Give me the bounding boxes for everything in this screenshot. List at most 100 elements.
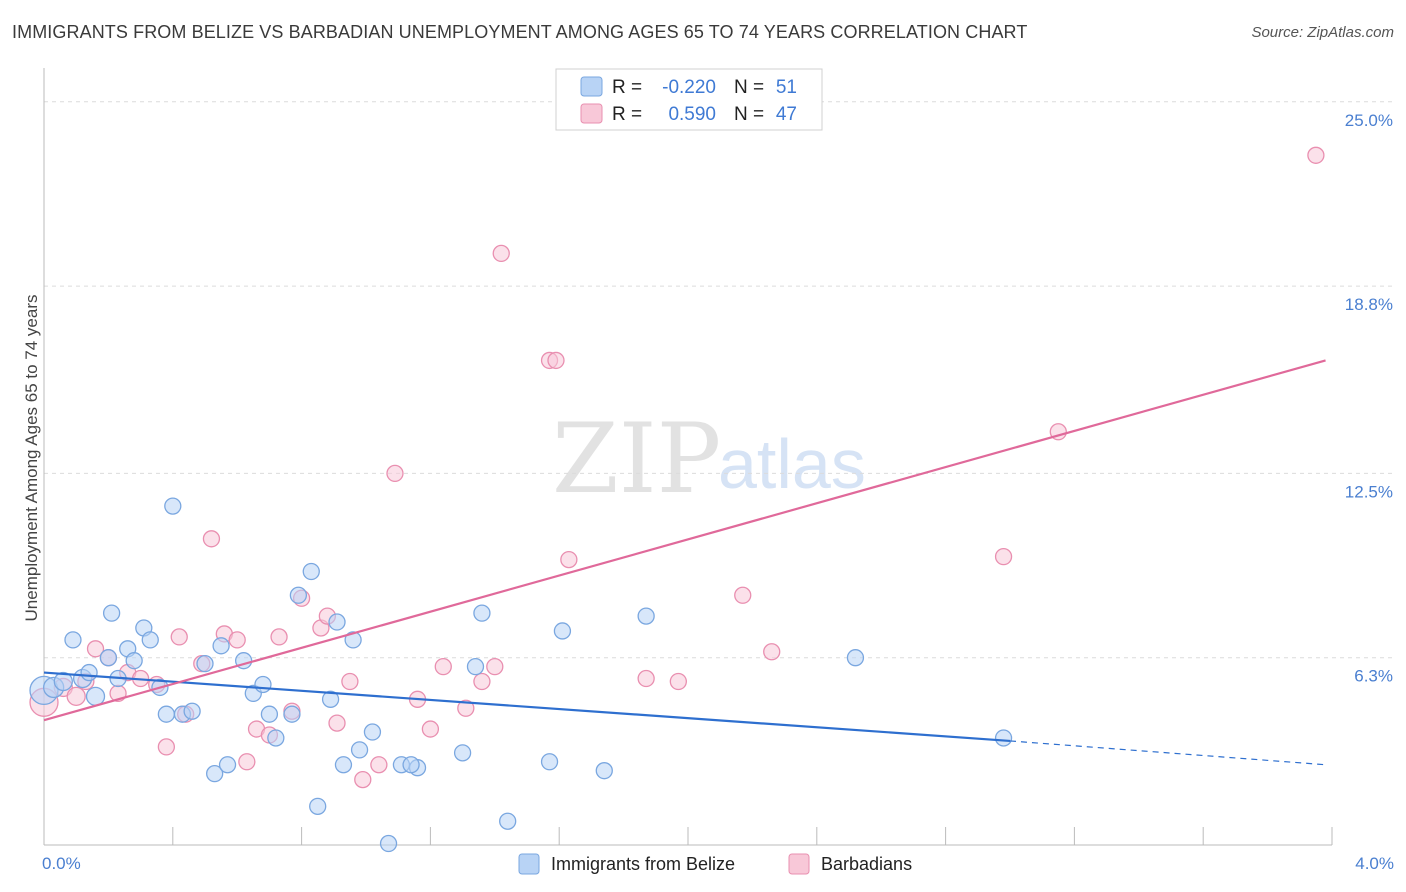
barbadians-point-14 — [202, 530, 221, 548]
belize-point-20 — [206, 765, 224, 783]
barbadians-point-40 — [637, 669, 655, 688]
y-tick-label-0: 6.3% — [1354, 667, 1393, 686]
belize-point-35 — [344, 631, 362, 649]
belize-point-26 — [260, 705, 279, 723]
belize-point-13 — [141, 631, 159, 649]
belize-point-22 — [218, 756, 237, 774]
bottom-legend-belize: Immigrants from Belize — [551, 854, 735, 874]
barbadians-point-2 — [66, 686, 86, 707]
barbadians-point-25 — [328, 714, 346, 732]
barbadians-point-31 — [421, 720, 440, 738]
barbadians-point-42 — [734, 586, 752, 604]
barbadians-trend-line — [43, 359, 1326, 722]
belize-point-8 — [102, 604, 121, 622]
barbadians-point-34 — [473, 672, 491, 691]
barbadians-point-11 — [170, 628, 188, 646]
belize-point-37 — [363, 723, 382, 741]
barbadians-point-20 — [270, 628, 288, 646]
barbadians-point-41 — [669, 672, 687, 691]
legend-box: R = -0.220 N = 51 R = 0.590 N = 47 — [555, 68, 823, 131]
belize-point-16 — [164, 497, 182, 515]
bottom-legend: Immigrants from Belize Barbadians — [518, 853, 912, 875]
belize-point-43 — [466, 657, 485, 676]
chart-title: IMMIGRANTS FROM BELIZE VS BARBADIAN UNEM… — [12, 22, 1028, 42]
legend-r-label-1: R = — [612, 77, 642, 98]
belize-point-42 — [453, 744, 472, 762]
belize-point-21 — [212, 637, 230, 655]
belize-point-5 — [80, 663, 98, 682]
legend-swatch-pink — [580, 103, 603, 124]
belize-point-38 — [379, 834, 398, 853]
grid-lines — [44, 101, 1392, 659]
legend-n-value-2: 47 — [776, 104, 797, 125]
belize-point-18 — [183, 702, 201, 720]
legend-r-value-1: -0.220 — [662, 77, 716, 98]
barbadians-point-16 — [228, 631, 246, 649]
y-axis-label: Unemployment Among Ages 65 to 74 years — [22, 295, 41, 622]
x-tick-label-max: 4.0% — [1355, 854, 1394, 873]
barbadians-point-28 — [370, 756, 388, 774]
barbadians-point-10 — [157, 738, 176, 756]
belize-point-2 — [53, 671, 73, 692]
belize-point-31 — [309, 797, 327, 816]
legend-n-label-2: N = — [734, 104, 764, 125]
belize-point-36 — [350, 741, 369, 759]
bottom-legend-swatch-blue — [518, 853, 540, 875]
barbadians-point-33 — [457, 699, 475, 717]
belize-trend-extension — [1009, 740, 1326, 766]
y-tick-label-3: 25.0% — [1345, 111, 1393, 130]
barbadians-point-27 — [354, 770, 372, 789]
belize-point-46 — [540, 753, 559, 771]
y-tick-label-1: 12.5% — [1345, 482, 1393, 501]
belize-points — [29, 497, 1013, 853]
legend-n-value-1: 51 — [776, 77, 797, 98]
belize-point-51 — [994, 729, 1013, 747]
belize-point-6 — [85, 686, 106, 707]
belize-point-50 — [846, 649, 865, 667]
belize-point-29 — [289, 586, 308, 604]
barbadians-point-44 — [994, 547, 1013, 566]
bottom-legend-swatch-pink — [788, 853, 810, 875]
watermark-atlas: atlas — [718, 425, 866, 503]
belize-point-11 — [125, 652, 143, 670]
barbadians-point-46 — [1307, 146, 1325, 164]
belize-trend-line — [43, 671, 1011, 743]
barbadians-point-36 — [492, 244, 510, 263]
source-label: Source: ZipAtlas.com — [1251, 24, 1394, 41]
y-tick-labels: 6.3% 12.5% 18.8% 25.0% — [1345, 111, 1393, 686]
belize-point-47 — [553, 622, 572, 640]
belize-point-33 — [328, 613, 346, 631]
belize-point-7 — [99, 649, 118, 667]
belize-point-27 — [267, 729, 285, 747]
barbadians-point-43 — [763, 643, 781, 661]
watermark-zip: ZIP — [552, 403, 721, 515]
y-tick-label-2: 18.8% — [1345, 295, 1393, 314]
barbadians-point-38 — [547, 351, 565, 370]
belize-point-3 — [64, 631, 82, 649]
legend-n-label-1: N = — [734, 77, 764, 98]
belize-point-45 — [499, 812, 517, 830]
x-tick-label-min: 0.0% — [42, 854, 81, 873]
barbadians-point-32 — [434, 657, 452, 676]
belize-point-19 — [196, 655, 214, 673]
barbadians-point-26 — [341, 672, 359, 691]
belize-point-48 — [595, 762, 613, 780]
belize-point-34 — [334, 756, 353, 774]
belize-point-25 — [254, 675, 272, 694]
bottom-legend-barbadians: Barbadians — [821, 854, 912, 874]
barbadians-point-39 — [560, 550, 578, 569]
belize-point-30 — [302, 562, 320, 581]
trend-lines — [43, 359, 1326, 766]
belize-point-28 — [283, 705, 301, 723]
barbadians-point-29 — [386, 464, 404, 483]
belize-point-32 — [321, 690, 340, 708]
belize-point-44 — [473, 604, 491, 622]
x-tick-marks — [172, 827, 1333, 845]
legend-r-value-2: 0.590 — [668, 104, 716, 125]
belize-point-15 — [157, 705, 176, 723]
barbadians-point-4 — [86, 640, 105, 658]
belize-point-49 — [637, 607, 655, 625]
barbadians-point-17 — [238, 753, 256, 771]
belize-point-41 — [402, 756, 420, 774]
